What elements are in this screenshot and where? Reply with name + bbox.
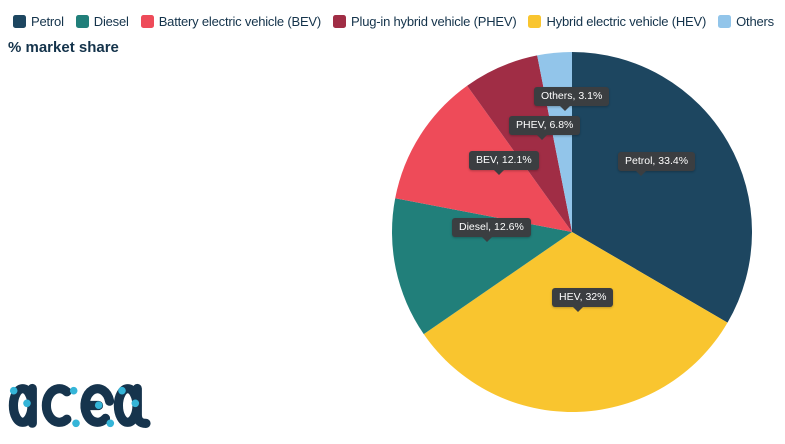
legend-item-petrol[interactable]: Petrol	[13, 14, 64, 29]
legend-item-phev[interactable]: Plug-in hybrid vehicle (PHEV)	[333, 14, 517, 29]
legend-swatch-bev	[140, 15, 154, 28]
legend-item-bev[interactable]: Battery electric vehicle (BEV)	[140, 14, 322, 29]
chart-legend: Petrol Diesel Battery electric vehicle (BE…	[13, 14, 785, 29]
data-label-phev: PHEV, 6.8%	[509, 116, 581, 140]
legend-label-bev: Battery electric vehicle (BEV)	[158, 14, 322, 29]
legend-label-diesel: Diesel	[93, 14, 129, 29]
acea-logo	[8, 383, 151, 428]
data-label-others: Others, 3.1%	[534, 87, 610, 111]
acea-logo-dots	[9, 386, 140, 428]
data-label-petrol: Petrol, 33.4%	[618, 152, 696, 176]
legend-item-diesel[interactable]: Diesel	[75, 14, 129, 29]
pie-slice-hev[interactable]	[423, 232, 728, 412]
legend-swatch-hev	[528, 15, 542, 28]
legend-item-others[interactable]: Others	[718, 14, 774, 29]
legend-label-petrol: Petrol	[31, 14, 64, 29]
legend-swatch-others	[718, 15, 732, 28]
acea-logo-letters	[8, 383, 151, 428]
pie-slice-petrol[interactable]	[572, 52, 752, 323]
legend-label-phev: Plug-in hybrid vehicle (PHEV)	[351, 14, 517, 29]
data-label-diesel: Diesel, 12.6%	[452, 218, 531, 242]
legend-label-others: Others	[736, 14, 774, 29]
chart-title: % market share	[8, 39, 119, 56]
legend-item-hev[interactable]: Hybrid electric vehicle (HEV)	[528, 14, 706, 29]
legend-swatch-phev	[333, 15, 347, 28]
legend-swatch-diesel	[75, 15, 89, 28]
legend-swatch-petrol	[13, 15, 26, 28]
legend-label-hev: Hybrid electric vehicle (HEV)	[546, 14, 707, 29]
data-label-hev: HEV, 32%	[552, 288, 614, 312]
pie-chart	[392, 52, 752, 412]
data-label-bev: BEV, 12.1%	[469, 151, 539, 175]
